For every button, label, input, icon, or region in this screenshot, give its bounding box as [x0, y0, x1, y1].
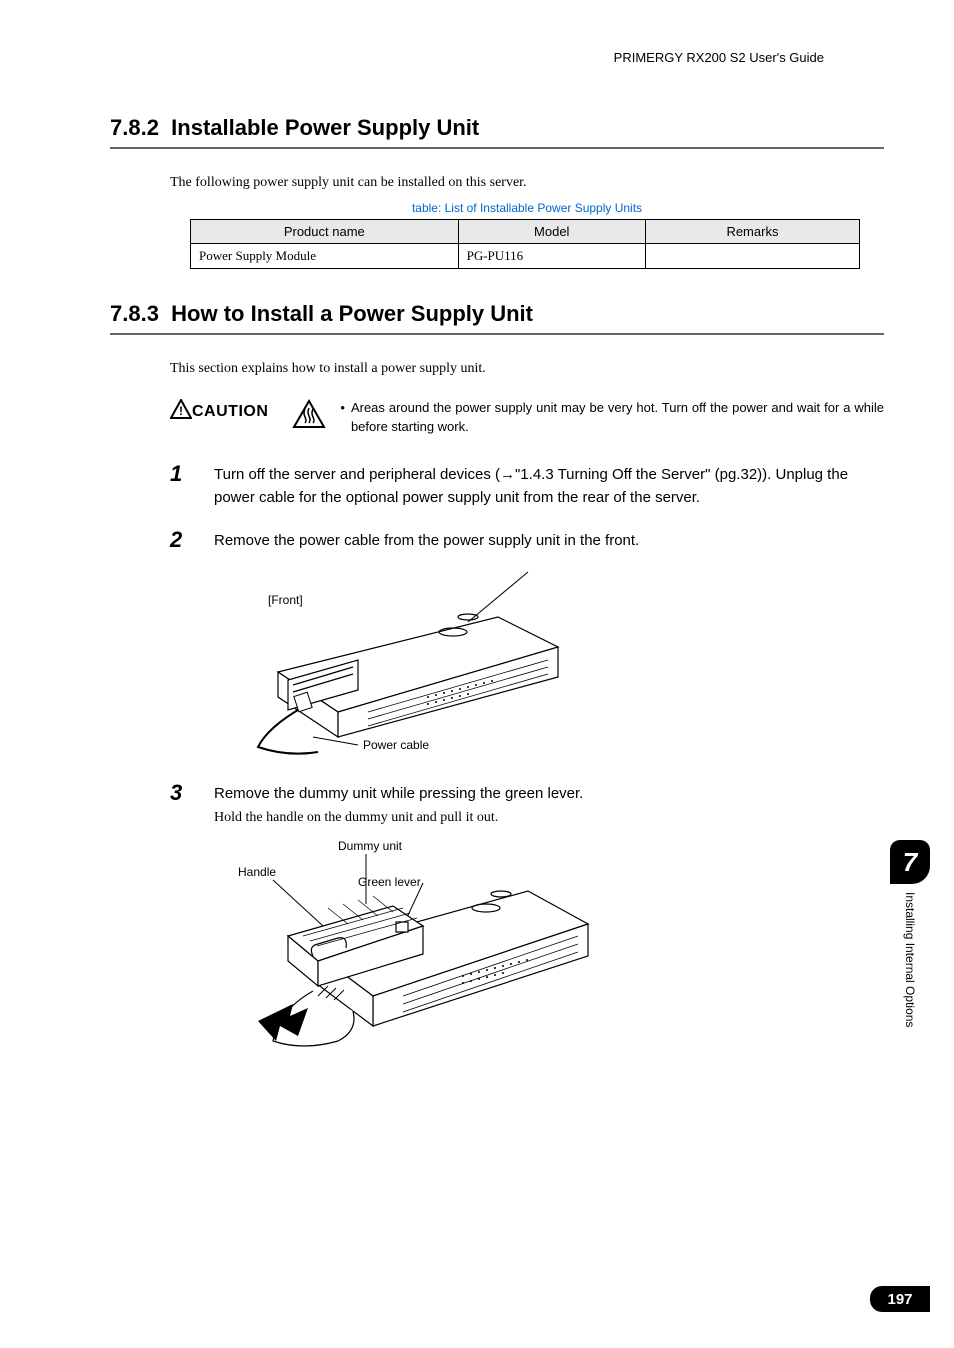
caution-word: CAUTION — [192, 403, 268, 421]
col-product-name: Product name — [191, 220, 459, 244]
running-header: PRIMERGY RX200 S2 User's Guide — [110, 50, 884, 65]
section-heading-783: 7.8.3 How to Install a Power Supply Unit — [110, 301, 884, 335]
label-dummy-unit: Dummy unit — [338, 839, 403, 853]
cell-model: PG-PU116 — [458, 244, 645, 269]
step-3: 3 Remove the dummy unit while pressing t… — [170, 782, 884, 1065]
section-number: 7.8.2 — [110, 115, 159, 140]
page-number: 197 — [870, 1286, 930, 1312]
step-2-text: Remove the power cable from the power su… — [214, 529, 884, 552]
step-1-text: Turn off the server and peripheral devic… — [214, 463, 884, 510]
step-3-text: Remove the dummy unit while pressing the… — [214, 782, 884, 805]
table-row: Power Supply Module PG-PU116 — [191, 244, 860, 269]
label-handle: Handle — [238, 865, 276, 879]
step-number: 3 — [170, 780, 182, 806]
label-green-lever: Green lever — [358, 875, 421, 889]
svg-text:!: ! — [179, 404, 183, 418]
hot-surface-icon — [292, 399, 326, 434]
chapter-tab-title: Installing Internal Options — [903, 892, 917, 1027]
installable-psu-table: Product name Model Remarks Power Supply … — [190, 219, 860, 269]
chapter-tab-number: 7 — [890, 840, 930, 884]
caution-triangle-icon: ! — [170, 399, 192, 424]
caution-bullet-text: Areas around the power supply unit may b… — [351, 399, 884, 437]
table-caption: table: List of Installable Power Supply … — [170, 201, 884, 215]
figure-front-psu: [Front] — [218, 562, 884, 762]
caution-label: ! CAUTION — [170, 399, 268, 424]
section-title: How to Install a Power Supply Unit — [171, 301, 533, 326]
install-steps: 1 Turn off the server and peripheral dev… — [170, 463, 884, 1066]
step-3-subtext: Hold the handle on the dummy unit and pu… — [214, 810, 884, 826]
step-2: 2 Remove the power cable from the power … — [170, 529, 884, 762]
step-number: 1 — [170, 461, 182, 487]
label-power-cable: Power cable — [363, 738, 429, 752]
section-title: Installable Power Supply Unit — [171, 115, 479, 140]
col-model: Model — [458, 220, 645, 244]
figure-dummy-unit: Dummy unit Handle Green lever — [218, 836, 884, 1066]
chapter-tab: 7 Installing Internal Options — [890, 840, 930, 1027]
step-1: 1 Turn off the server and peripheral dev… — [170, 463, 884, 510]
col-remarks: Remarks — [645, 220, 859, 244]
caution-block: ! CAUTION •Areas around the power supply… — [170, 399, 884, 437]
section-heading-782: 7.8.2 Installable Power Supply Unit — [110, 115, 884, 149]
section-782-intro: The following power supply unit can be i… — [170, 175, 884, 191]
caution-text: •Areas around the power supply unit may … — [340, 399, 884, 437]
step-number: 2 — [170, 527, 182, 553]
table-header-row: Product name Model Remarks — [191, 220, 860, 244]
section-783-intro: This section explains how to install a p… — [170, 361, 884, 377]
label-front: [Front] — [268, 593, 303, 607]
cell-remarks — [645, 244, 859, 269]
section-number: 7.8.3 — [110, 301, 159, 326]
cell-product-name: Power Supply Module — [191, 244, 459, 269]
